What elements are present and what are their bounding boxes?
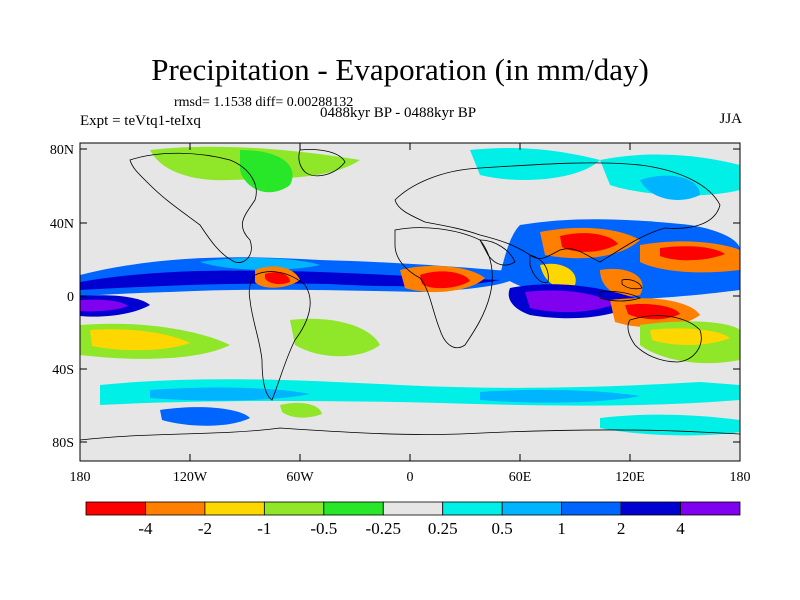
x-label-120e: 120E bbox=[615, 470, 645, 485]
plot-title: Precipitation - Evaporation (in mm/day) bbox=[151, 52, 649, 87]
colorbar-box-5 bbox=[382, 501, 444, 516]
x-label-0: 0 bbox=[407, 470, 414, 485]
x-label-60w: 60W bbox=[286, 470, 314, 485]
colorbar-label-8: 2 bbox=[617, 519, 626, 538]
experiment-label: Expt = teVtq1-teIxq bbox=[80, 113, 201, 129]
colorbar-label-7: 1 bbox=[557, 519, 566, 538]
colorbar-box-7 bbox=[501, 501, 563, 516]
colorbar-label-1: -2 bbox=[198, 519, 212, 538]
x-label-180-right: 180 bbox=[730, 470, 751, 485]
y-label-0: 0 bbox=[67, 290, 74, 305]
colorbar: -4 -2 -1 -0.5 -0.25 0.25 0.5 1 2 4 bbox=[85, 501, 741, 538]
colorbar-label-4: -0.25 bbox=[366, 519, 401, 538]
colorbar-box-9 bbox=[620, 501, 681, 516]
colorbar-label-2: -1 bbox=[257, 519, 271, 538]
colorbar-box-6 bbox=[442, 501, 503, 516]
x-label-180-left: 180 bbox=[70, 470, 91, 485]
colorbar-label-3: -0.5 bbox=[310, 519, 337, 538]
x-label-60e: 60E bbox=[509, 470, 532, 485]
colorbar-box-1 bbox=[145, 501, 206, 516]
coastlines bbox=[80, 149, 740, 441]
y-axis-ticks bbox=[80, 148, 740, 443]
colorbar-label-6: 0.5 bbox=[492, 519, 513, 538]
y-label-80n: 80N bbox=[50, 143, 74, 158]
y-label-80s: 80S bbox=[52, 436, 74, 451]
colorbar-label-0: -4 bbox=[138, 519, 153, 538]
colorbar-label-9: 4 bbox=[676, 519, 685, 538]
stats-text: rmsd= 1.1538 diff= 0.00288132 bbox=[174, 95, 354, 110]
precipitation-field bbox=[80, 146, 740, 436]
x-axis-ticks bbox=[79, 143, 741, 461]
colorbar-box-2 bbox=[204, 501, 265, 516]
season-label: JJA bbox=[719, 111, 742, 127]
colorbar-box-10 bbox=[680, 501, 741, 516]
colorbar-box-4 bbox=[323, 501, 384, 516]
y-label-40n: 40N bbox=[50, 217, 74, 232]
period-label: 0488kyr BP - 0488kyr BP bbox=[320, 105, 477, 121]
colorbar-box-3 bbox=[263, 501, 325, 516]
colorbar-box-8 bbox=[561, 501, 622, 516]
x-label-120w: 120W bbox=[173, 470, 208, 485]
colorbar-box-0 bbox=[85, 501, 146, 516]
y-label-40s: 40S bbox=[52, 363, 74, 378]
colorbar-label-5: 0.25 bbox=[428, 519, 458, 538]
